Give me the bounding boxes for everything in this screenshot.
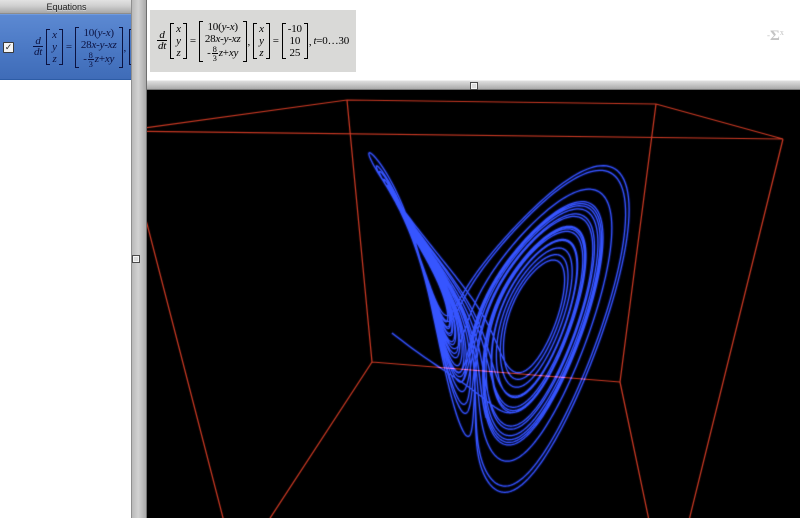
initial-state-vector: x y z [253,23,270,59]
equation-editor[interactable]: d dt x y z = 10(y-x) 28x-y-xz - [150,10,356,72]
graph-3d-canvas[interactable] [147,90,800,518]
palette-titlebar[interactable]: Equations [0,0,133,14]
initial-values-vector: -10 10 25 [281,23,308,59]
rhs-vector: 10(y-x) 28x-y-xz - 8 3 z+xy [198,20,247,62]
t-range: t=0…30 [313,35,350,47]
equation-preview: d dt x y z = 10(y-x) [33,15,133,79]
palette-title: Equations [46,1,87,12]
equations-palette: Equations ✓ d dt x y z = [0,0,147,518]
equation-checkbox[interactable]: ✓ [3,42,14,53]
horizontal-splitter[interactable] [147,80,800,90]
vertical-splitter-grip[interactable] [132,255,140,263]
rhs-vector: 10(y-x) 28x-y-xz - 8 3 z+xy [74,26,123,68]
state-vector: x y z [170,23,187,59]
equation-row[interactable]: ✓ d dt x y z = [0,14,133,80]
main-pane: d dt x y z = 10(y-x) 28x-y-xz - [147,0,800,518]
horizontal-splitter-grip[interactable] [470,82,478,90]
ddt-fraction: d dt [156,29,168,52]
state-vector: x y z [46,29,63,65]
sigma-icon: Σ [770,28,780,44]
graph-3d-view [147,90,800,518]
vertical-splitter[interactable] [131,0,147,518]
ddt-fraction: d dt [33,35,44,58]
sigma-dash: - [767,30,770,40]
